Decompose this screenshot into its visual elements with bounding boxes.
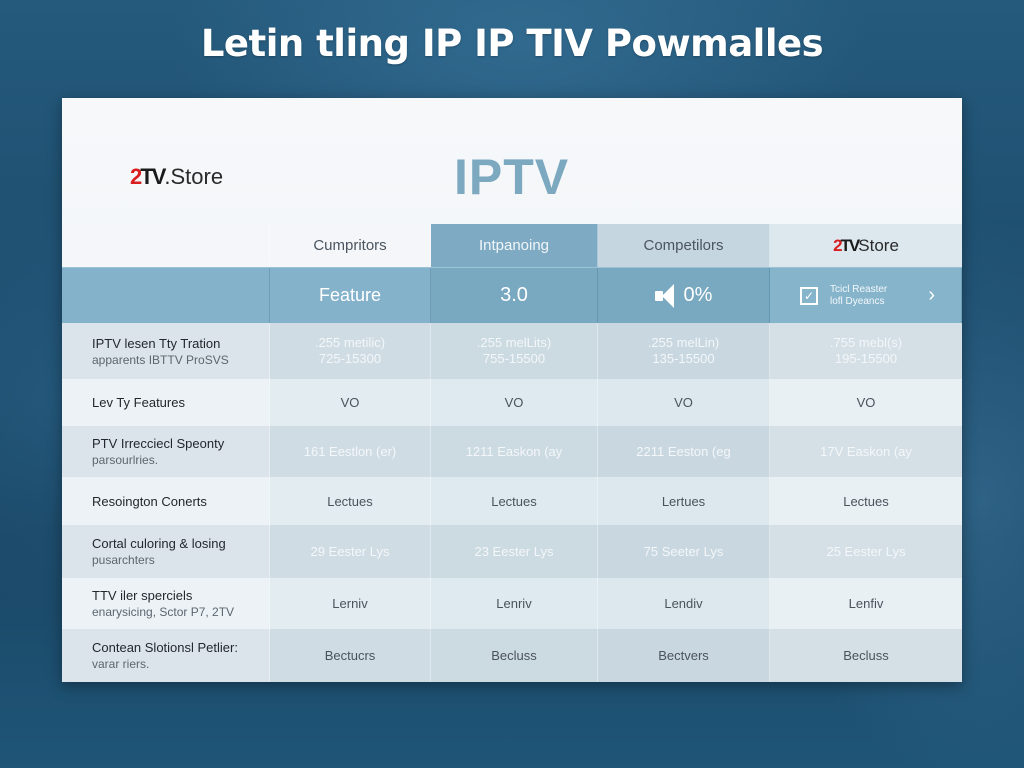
table-row: PTV Irrecciecl Speonty parsourlries. 161 … xyxy=(62,426,962,477)
feature-version: 3.0 xyxy=(431,268,598,323)
table-row: Resoington Conerts Lectues Lectues Lertu… xyxy=(62,477,962,525)
column-header-2[interactable]: Intpanoing xyxy=(431,224,598,267)
feature-row: Feature 3.0 0% ✓ Tcicl Reaster lofl Dyea… xyxy=(62,267,962,323)
table-cell: Becluss xyxy=(431,629,598,682)
row-title: IPTV lesen Tty Tration xyxy=(92,335,221,351)
column-brand-logo: 2TV Store xyxy=(833,235,899,255)
table-cell: Lenriv xyxy=(431,578,598,629)
table-cell: .255 metilic) 725-15300 xyxy=(270,323,431,379)
table-cell: .255 melLin) 135-15500 xyxy=(598,323,770,379)
promo-line-2: lofl Dyeancs xyxy=(830,295,885,307)
checkbox-icon[interactable]: ✓ xyxy=(800,286,818,305)
column-header-1[interactable]: Cumpritors xyxy=(270,224,431,267)
table-cell: Lectues xyxy=(770,477,962,525)
row-subtitle: enarysicing, Sctor P7, 2TV xyxy=(92,605,235,619)
speaker-icon[interactable] xyxy=(654,283,674,308)
row-title: Contean Slotionsl Petlier: xyxy=(92,640,238,655)
feature-volume[interactable]: 0% xyxy=(598,268,770,323)
table-row: Lev Ty Features VO VO VO VO xyxy=(62,379,962,426)
table-cell: Lectues xyxy=(270,477,431,525)
table-row: Cortal culoring & losing pusarchters 29 E… xyxy=(62,525,962,578)
row-title: PTV Irrecciecl Speonty xyxy=(92,436,225,451)
table-cell: Bectvers xyxy=(598,629,770,682)
page-title: Letin tling IP IP TIV Powmalles xyxy=(200,22,824,65)
table-cell: .255 melLits) 755-15500 xyxy=(431,323,598,379)
table-cell: VO xyxy=(270,379,431,426)
table-cell: 2211 Eeston (eg xyxy=(598,426,770,477)
table-row: TTV iler sperciels enarysicing, Sctor P7,… xyxy=(62,578,962,629)
table-cell: 1211 Easkon (ay xyxy=(431,426,598,477)
table-cell: Lerniv xyxy=(270,578,431,629)
table-cell: 17V Easkon (ay xyxy=(770,426,962,477)
comparison-panel: 2TV .Store IPTV Cumpritors Intpanoing Co… xyxy=(62,98,962,682)
table-cell: VO xyxy=(431,379,598,426)
row-title: Resoington Conerts xyxy=(92,493,207,509)
row-subtitle: apparents IBTTV ProSVS xyxy=(92,352,229,367)
chevron-right-icon[interactable]: › xyxy=(928,284,935,306)
table-cell: 23 Eester Lys xyxy=(431,525,598,578)
table-cell: Bectucrs xyxy=(270,629,431,682)
feature-promo[interactable]: ✓ Tcicl Reaster lofl Dyeancs › xyxy=(770,268,962,323)
table-cell: 75 Seeter Lys xyxy=(598,525,770,578)
feature-label: Feature xyxy=(270,268,431,323)
table-cell: Becluss xyxy=(770,629,962,682)
table-cell: Lectues xyxy=(431,477,598,525)
feature-row-label xyxy=(62,268,270,323)
column-header-row: Cumpritors Intpanoing Competilors 2TV St… xyxy=(62,224,962,267)
row-title: TTV iler sperciels xyxy=(92,588,193,603)
brand-name: .Store xyxy=(164,164,224,189)
table-cell: .755 mebl(s) 195-15500 xyxy=(770,323,962,379)
row-title: Cortal culoring & losing xyxy=(92,536,226,551)
table-cell: 25 Eester Lys xyxy=(770,525,962,578)
table-row: IPTV lesen Tty Tration apparents IBTTV Pr… xyxy=(62,323,962,379)
brand-mark: 2TV xyxy=(130,164,166,189)
row-subtitle: pusarchters xyxy=(92,553,155,567)
brand-logo[interactable]: 2TV .Store xyxy=(130,164,223,190)
column-header-3[interactable]: Competilors xyxy=(598,224,770,267)
volume-value: 0% xyxy=(683,284,713,306)
table-cell: 161 Eestlon (er) xyxy=(270,426,431,477)
row-subtitle: varar riers. xyxy=(92,657,150,671)
comparison-table: Cumpritors Intpanoing Competilors 2TV St… xyxy=(62,224,962,682)
table-cell: VO xyxy=(770,379,962,426)
table-cell: 29 Eester Lys xyxy=(270,525,431,578)
row-subtitle: parsourlries. xyxy=(92,453,159,467)
table-cell: Lendiv xyxy=(598,578,770,629)
promo-line-1: Tcicl Reaster xyxy=(830,283,888,295)
table-cell: VO xyxy=(598,379,770,426)
hero-title: IPTV xyxy=(454,149,570,205)
table-cell: Lenfiv xyxy=(770,578,962,629)
column-header-4[interactable]: 2TV Store xyxy=(770,224,962,267)
column-header-empty xyxy=(62,224,270,267)
table-row: Contean Slotionsl Petlier: varar riers. B… xyxy=(62,629,962,682)
table-cell: Lertues xyxy=(598,477,770,525)
row-title: Lev Ty Features xyxy=(92,395,185,410)
